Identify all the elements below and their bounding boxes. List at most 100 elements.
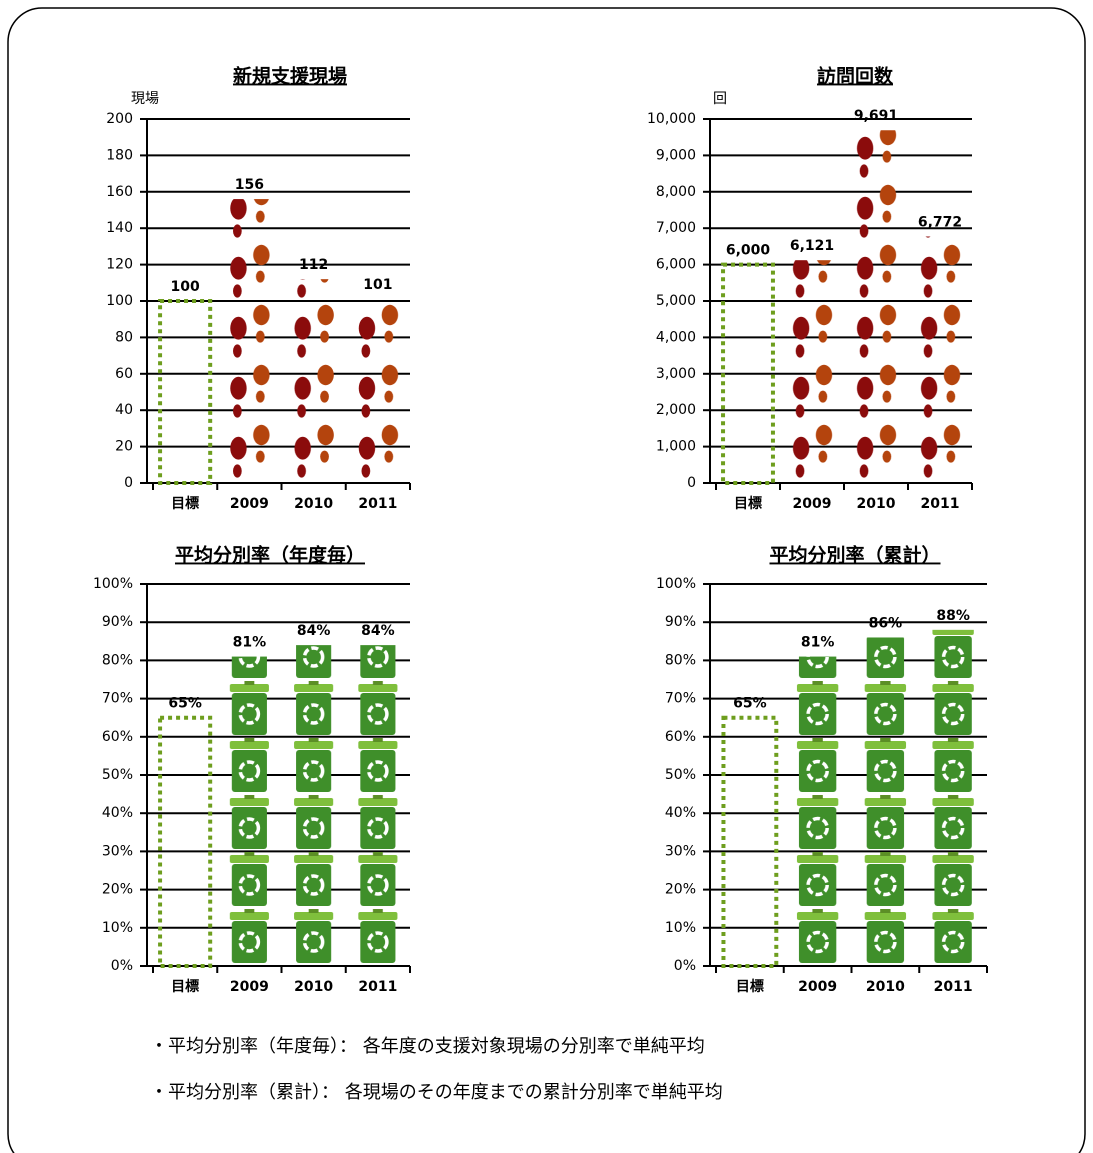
chart-title: 訪問回数 [817,65,894,88]
value-label: 100 [171,279,200,295]
y-tick-label: 2,000 [656,402,696,418]
y-tick-label: 50% [102,767,133,783]
pictogram-bar [222,199,277,483]
y-tick-label: 0% [111,958,133,974]
pictogram-bar [795,656,840,966]
pictogram-bar [357,645,399,966]
chart-title: 平均分別率（累計） [769,544,940,567]
x-tick-label: 目標 [171,978,199,995]
x-tick-label: 目標 [736,978,764,995]
value-label: 88% [936,608,970,624]
x-tick-label: 2010 [857,496,896,512]
target-bar [721,715,779,969]
value-label: 156 [235,177,264,193]
y-tick-label: 200 [106,111,133,127]
pictogram-bar [931,629,975,966]
y-tick-label: 30% [665,843,696,859]
value-label: 112 [299,257,328,273]
y-tick-label: 60% [665,729,696,745]
value-label: 84% [361,623,395,639]
y-tick-label: 9,000 [656,147,696,163]
y-axis-label: 回 [713,91,727,107]
y-tick-label: 10% [102,920,133,936]
y-tick-label: 1,000 [656,439,696,455]
y-tick-label: 60% [102,729,133,745]
x-tick-label: 2011 [934,979,973,995]
x-tick-label: 2010 [866,979,905,995]
x-tick-label: 2009 [230,979,269,995]
y-tick-label: 70% [665,691,696,707]
value-label: 86% [869,615,903,631]
chart-title: 新規支援現場 [233,65,347,88]
y-tick-label: 70% [102,691,133,707]
value-label: 84% [297,623,331,639]
value-label: 6,772 [918,214,962,230]
y-tick-label: 80% [102,652,133,668]
y-tick-label: 160 [106,184,133,200]
y-tick-label: 80 [115,329,133,345]
pictogram-bar [863,637,908,966]
value-label: 65% [733,696,767,712]
y-tick-label: 100 [106,293,133,309]
y-tick-label: 100% [93,576,133,592]
y-tick-label: 7,000 [656,220,696,236]
y-tick-label: 40 [115,402,133,418]
y-tick-label: 180 [106,147,133,163]
y-tick-label: 10,000 [647,111,696,127]
x-tick-label: 2010 [294,496,333,512]
value-label: 6,121 [790,238,834,254]
value-label: 9,691 [854,108,898,124]
y-tick-label: 120 [106,257,133,273]
x-tick-label: 2011 [358,979,397,995]
y-tick-label: 60 [115,366,133,382]
y-tick-label: 50% [665,767,696,783]
x-tick-label: 2009 [230,496,269,512]
x-tick-label: 目標 [171,495,199,512]
value-label: 81% [801,635,835,651]
y-tick-label: 6,000 [656,257,696,273]
target-bar [158,715,213,969]
x-tick-label: 目標 [734,495,762,512]
y-tick-label: 40% [102,805,133,821]
target-bar [158,299,213,485]
y-tick-label: 40% [665,805,696,821]
x-tick-label: 2009 [793,496,832,512]
y-tick-label: 20% [665,882,696,898]
pictogram-bar [848,130,904,483]
y-tick-label: 140 [106,220,133,236]
note: ・平均分別率（累計）： 各現場のその年度までの累計分別率で単純平均 [150,1082,723,1103]
y-tick-label: 5,000 [656,293,696,309]
chart-title: 平均分別率（年度毎） [175,544,365,567]
y-tick-label: 90% [102,614,133,630]
x-tick-label: 2009 [798,979,837,995]
y-tick-label: 20% [102,882,133,898]
value-label: 65% [168,696,202,712]
y-tick-label: 80% [665,652,696,668]
x-tick-label: 2011 [921,496,960,512]
pictogram-bar [784,260,840,483]
value-label: 81% [233,635,267,651]
y-tick-label: 20 [115,439,133,455]
y-tick-label: 0 [124,475,133,491]
y-tick-label: 90% [665,614,696,630]
y-tick-label: 10% [665,920,696,936]
pictogram-bar [293,645,335,966]
value-label: 101 [363,277,392,293]
note: ・平均分別率（年度毎）： 各年度の支援対象現場の分別率で単純平均 [150,1036,705,1057]
y-tick-label: 4,000 [656,329,696,345]
pictogram-bar [286,279,341,483]
x-tick-label: 2011 [358,496,397,512]
x-tick-label: 2010 [294,979,333,995]
pictogram-bar [350,299,406,483]
y-axis-label: 現場 [131,91,159,107]
y-tick-label: 8,000 [656,184,696,200]
pictogram-bar [228,656,270,966]
pictogram-bar [912,236,968,483]
frame [7,7,1086,1153]
y-tick-label: 0% [674,958,696,974]
value-label: 6,000 [726,243,771,259]
y-tick-label: 0 [687,475,696,491]
y-tick-label: 100% [656,576,696,592]
target-bar [721,262,775,485]
